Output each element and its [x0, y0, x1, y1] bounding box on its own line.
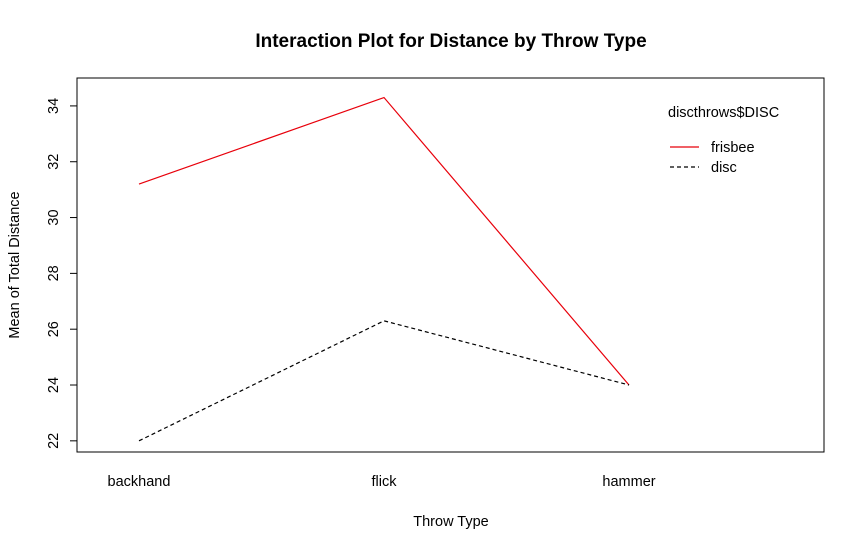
y-tick-label: 24	[46, 377, 62, 393]
legend: discthrows$DISC frisbee disc	[668, 105, 779, 176]
x-tick-label: flick	[372, 474, 398, 490]
y-tick-label: 32	[46, 154, 62, 170]
x-tick-label: hammer	[602, 474, 655, 490]
x-axis: backhand flick hammer	[108, 474, 656, 490]
legend-entries: frisbee disc	[670, 140, 755, 176]
y-axis: 22 24 26 28 30 32 34	[46, 98, 78, 449]
series-layer	[138, 96, 630, 442]
chart-title: Interaction Plot for Distance by Throw T…	[255, 31, 646, 52]
y-tick-label: 26	[46, 321, 62, 337]
legend-label-frisbee: frisbee	[711, 140, 755, 156]
x-tick-label: backhand	[108, 474, 171, 490]
series-line-disc	[138, 320, 630, 442]
y-tick-label: 28	[46, 265, 62, 281]
legend-label-disc: disc	[711, 160, 737, 176]
x-axis-title: Throw Type	[413, 514, 489, 530]
plot-frame	[76, 77, 825, 453]
y-tick-label: 22	[46, 433, 62, 449]
series-line-frisbee	[138, 96, 630, 386]
y-tick-label: 34	[46, 98, 62, 114]
y-tick-label: 30	[46, 209, 62, 225]
y-axis-title: Mean of Total Distance	[7, 191, 23, 338]
legend-title: discthrows$DISC	[668, 105, 779, 121]
